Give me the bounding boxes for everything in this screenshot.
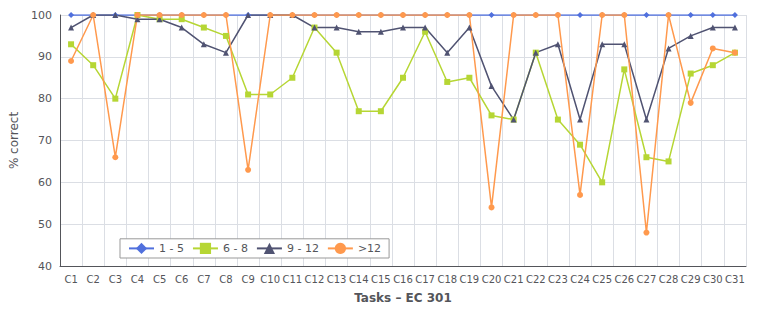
svg-text:C5: C5 xyxy=(153,274,166,285)
svg-text:C8: C8 xyxy=(219,274,232,285)
svg-text:Tasks – EC 301: Tasks – EC 301 xyxy=(354,291,452,305)
svg-text:C30: C30 xyxy=(703,274,723,285)
svg-text:C12: C12 xyxy=(305,274,325,285)
svg-text:>12: >12 xyxy=(358,242,381,255)
svg-text:C10: C10 xyxy=(260,274,280,285)
svg-text:C16: C16 xyxy=(393,274,413,285)
svg-text:C11: C11 xyxy=(282,274,302,285)
svg-text:C13: C13 xyxy=(327,274,347,285)
svg-text:C14: C14 xyxy=(349,274,369,285)
svg-text:% correct: % correct xyxy=(7,112,21,170)
svg-text:C1: C1 xyxy=(64,274,77,285)
svg-text:C29: C29 xyxy=(681,274,701,285)
svg-text:C24: C24 xyxy=(570,274,590,285)
svg-text:C26: C26 xyxy=(614,274,634,285)
svg-text:C28: C28 xyxy=(659,274,679,285)
svg-text:C3: C3 xyxy=(109,274,122,285)
svg-text:1 - 5: 1 - 5 xyxy=(159,242,184,255)
svg-text:C21: C21 xyxy=(504,274,524,285)
svg-text:C27: C27 xyxy=(637,274,657,285)
svg-text:C22: C22 xyxy=(526,274,546,285)
svg-text:C15: C15 xyxy=(371,274,391,285)
svg-text:C31: C31 xyxy=(725,274,745,285)
svg-text:100: 100 xyxy=(31,9,52,22)
svg-text:90: 90 xyxy=(38,50,52,63)
svg-text:C25: C25 xyxy=(592,274,612,285)
svg-text:C9: C9 xyxy=(241,274,254,285)
svg-text:9 - 12: 9 - 12 xyxy=(287,242,319,255)
svg-text:C18: C18 xyxy=(437,274,457,285)
svg-text:80: 80 xyxy=(38,92,52,105)
svg-text:50: 50 xyxy=(38,218,52,231)
svg-text:C2: C2 xyxy=(87,274,100,285)
svg-text:C6: C6 xyxy=(175,274,188,285)
svg-text:C20: C20 xyxy=(482,274,502,285)
svg-text:C17: C17 xyxy=(415,274,435,285)
svg-text:60: 60 xyxy=(38,176,52,189)
svg-text:70: 70 xyxy=(38,134,52,147)
svg-text:40: 40 xyxy=(38,260,52,273)
svg-text:6 - 8: 6 - 8 xyxy=(223,242,248,255)
svg-text:C4: C4 xyxy=(131,274,144,285)
svg-text:C7: C7 xyxy=(197,274,210,285)
svg-text:C23: C23 xyxy=(548,274,568,285)
svg-text:C19: C19 xyxy=(460,274,480,285)
